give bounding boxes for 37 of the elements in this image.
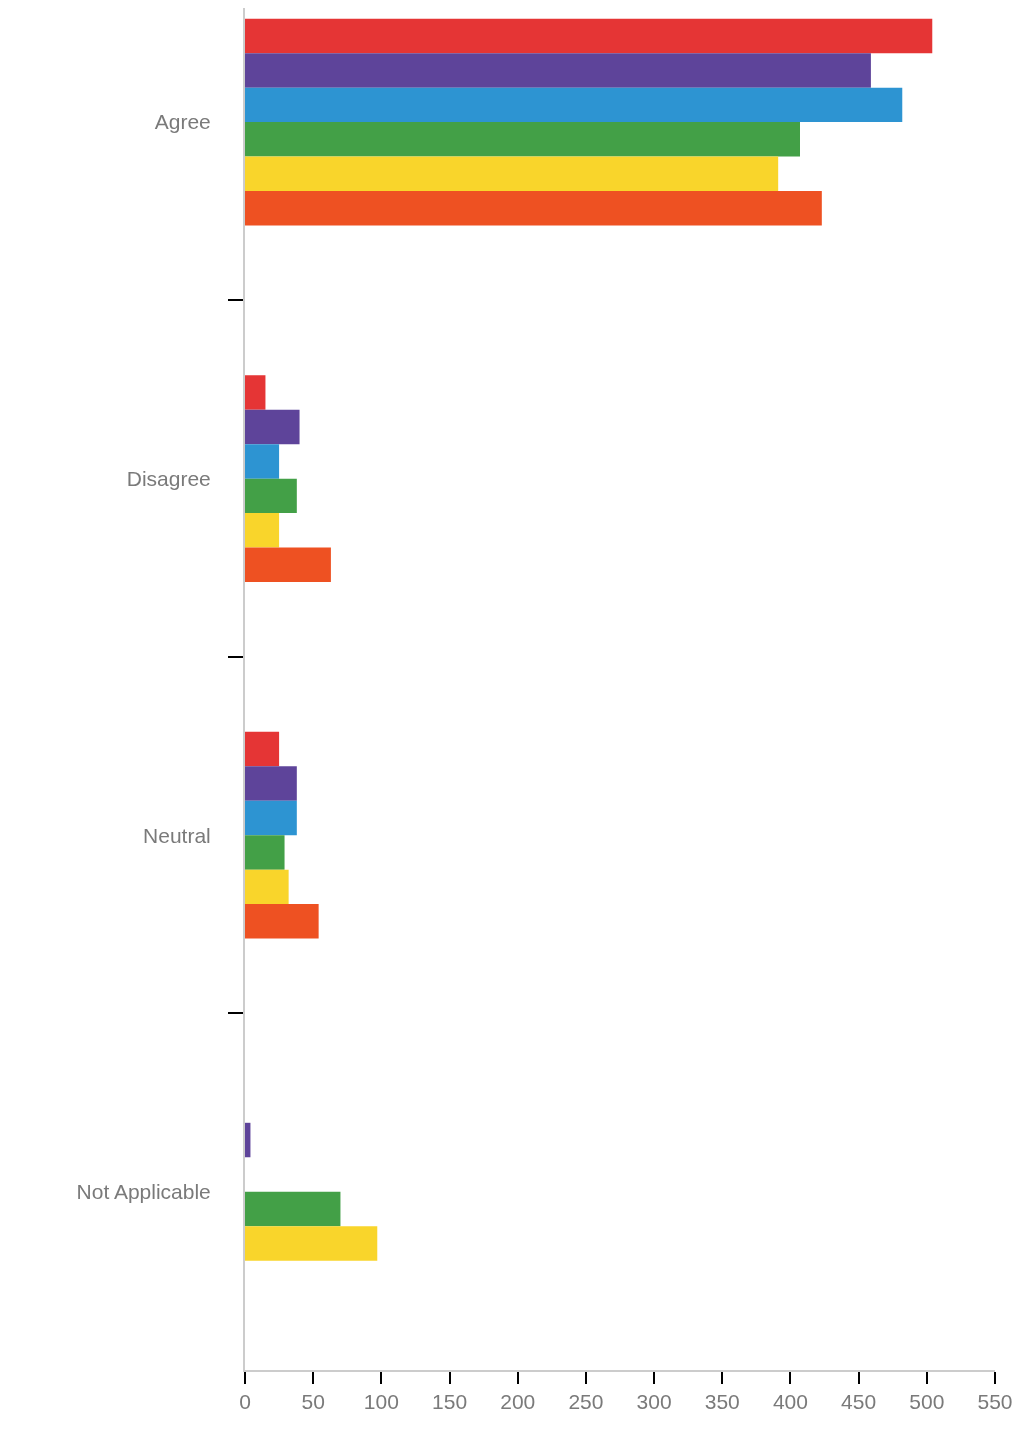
x-tick-label: 150 xyxy=(432,1390,468,1414)
bar xyxy=(245,87,903,123)
x-tick-label: 400 xyxy=(772,1390,808,1414)
x-tick-label: 300 xyxy=(636,1390,672,1414)
bar xyxy=(245,53,871,88)
y-tick-label: Agree xyxy=(154,110,211,134)
x-tick-label: 0 xyxy=(239,1390,251,1414)
y-tick-label: Not Applicable xyxy=(76,1180,211,1204)
x-tick-label: 550 xyxy=(977,1390,1013,1414)
bar xyxy=(245,513,280,548)
bar xyxy=(245,478,297,514)
x-tick-label: 250 xyxy=(568,1390,604,1414)
y-tick-label: Neutral xyxy=(143,823,211,847)
y-tick-label: Disagree xyxy=(126,466,211,490)
bar xyxy=(245,18,933,54)
bar xyxy=(245,869,289,905)
bar xyxy=(245,904,319,939)
x-tick-label: 350 xyxy=(704,1390,740,1414)
bar xyxy=(245,444,280,479)
bar xyxy=(245,731,280,767)
bar xyxy=(245,122,800,157)
bar xyxy=(245,1226,378,1261)
bar xyxy=(245,191,822,226)
x-tick-label: 500 xyxy=(909,1390,945,1414)
bar xyxy=(245,1191,341,1227)
x-tick-label: 200 xyxy=(500,1390,536,1414)
bar xyxy=(245,1122,251,1158)
bar xyxy=(245,800,297,836)
x-tick-label: 50 xyxy=(301,1390,325,1414)
bar xyxy=(245,156,779,192)
bar xyxy=(245,375,266,410)
bar xyxy=(245,547,331,583)
bar xyxy=(245,766,297,801)
bar xyxy=(245,835,285,870)
bar xyxy=(245,409,300,445)
x-tick-label: 100 xyxy=(363,1390,399,1414)
x-tick-label: 450 xyxy=(841,1390,877,1414)
